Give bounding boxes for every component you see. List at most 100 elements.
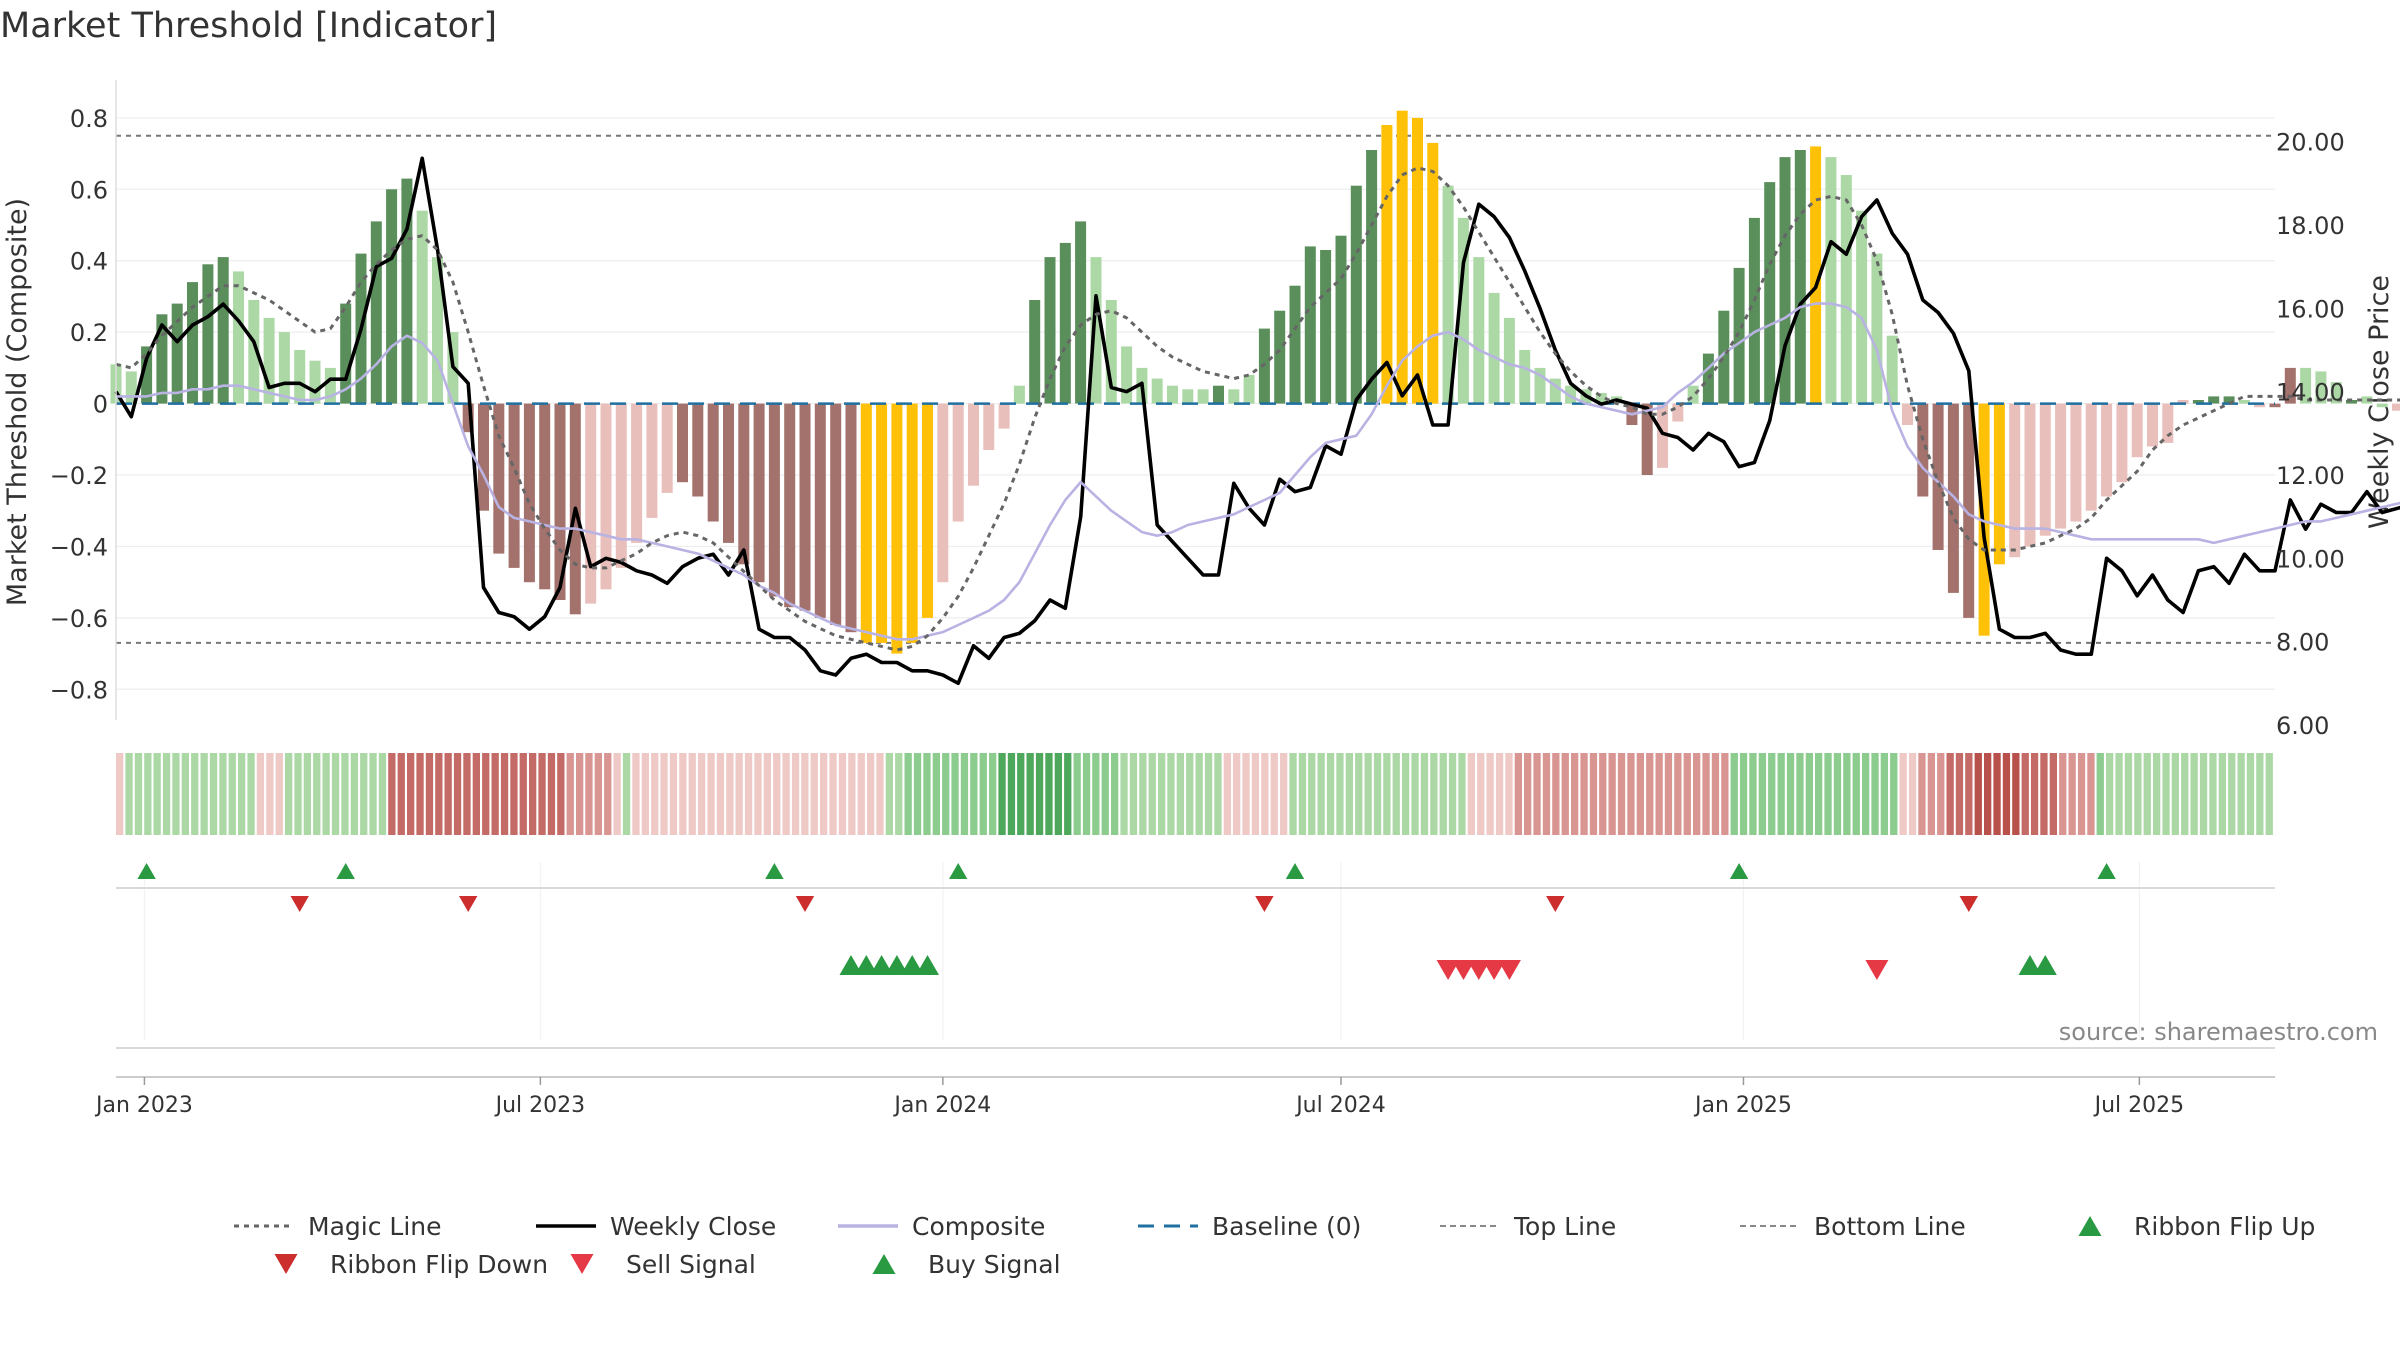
ribbon-segment (2069, 753, 2076, 835)
legend-item: Baseline (0) (1138, 1212, 1361, 1241)
ribbon-segment (1768, 753, 1775, 835)
ribbon-segment (435, 753, 442, 835)
ribbon-segment (2097, 753, 2104, 835)
composite-bar (585, 404, 596, 604)
ribbon-segment (1909, 753, 1916, 835)
composite-bar (2070, 404, 2081, 522)
ribbon-segment (360, 753, 367, 835)
ribbon-segment (1242, 753, 1249, 835)
ribbon-segment (1139, 753, 1146, 835)
ribbon-segment (1196, 753, 1203, 835)
ribbon-segment (2228, 753, 2235, 835)
ribbon-segment (567, 753, 574, 835)
legend-item: Ribbon Flip Up (2079, 1212, 2316, 1241)
composite-bar (937, 404, 948, 583)
ribbon-segment (1618, 753, 1625, 835)
ribbon-segment (1571, 753, 1578, 835)
source-note: source: sharemaestro.com (2059, 1018, 2378, 1046)
ribbon-segment (745, 753, 752, 835)
ribbon-segment (1205, 753, 1212, 835)
y-tick-label-right: 16.00 (2276, 295, 2345, 323)
ribbon-segment (820, 753, 827, 835)
composite-bar (754, 404, 765, 583)
composite-bar (2040, 404, 2051, 536)
ribbon-segment (219, 753, 226, 835)
y-tick-label-left: 0.2 (70, 319, 108, 347)
ribbon-segment (2209, 753, 2216, 835)
ribbon-flip-down-marker (291, 896, 309, 912)
ribbon-segment (1365, 753, 1372, 835)
legend-item: Buy Signal (873, 1250, 1061, 1279)
ribbon-segment (1374, 753, 1381, 835)
ribbon-segment (473, 753, 480, 835)
composite-bar (968, 404, 979, 486)
ribbon-segment (1515, 753, 1522, 835)
ribbon-segment (163, 753, 170, 835)
ribbon-segment (989, 753, 996, 835)
ribbon-segment (1543, 753, 1550, 835)
ribbon-flip-down-marker (1255, 896, 1273, 912)
composite-bar (1519, 350, 1530, 404)
ribbon-flip-down-marker (1546, 896, 1564, 912)
ribbon-segment (1064, 753, 1071, 835)
ribbon-segment (351, 753, 358, 835)
ribbon-segment (679, 753, 686, 835)
ribbon-segment (1271, 753, 1278, 835)
legend-label: Ribbon Flip Down (330, 1250, 548, 1279)
ribbon-segment (905, 753, 912, 835)
ribbon-segment (1430, 753, 1437, 835)
composite-bar (1427, 143, 1438, 404)
buy-signal-marker (916, 955, 939, 975)
ribbon-segment (1665, 753, 1672, 835)
legend-marker (873, 1254, 896, 1274)
ribbon-segment (1477, 753, 1484, 835)
composite-bar (1336, 236, 1347, 404)
legend-item: Ribbon Flip Down (275, 1250, 549, 1279)
ribbon-segment (1458, 753, 1465, 835)
x-tick-label: Jan 2023 (94, 1093, 193, 1118)
ribbon-segment (1402, 753, 1409, 835)
ribbon-segment (1214, 753, 1221, 835)
legend-item: Magic Line (234, 1212, 442, 1241)
ribbon-segment (1252, 753, 1259, 835)
composite-bar (646, 404, 657, 518)
legend-label: Top Line (1513, 1212, 1616, 1241)
ribbon-segment (961, 753, 968, 835)
ribbon-segment (1965, 753, 1972, 835)
ribbon-segment (2115, 753, 2122, 835)
y-tick-label-left: 0.8 (70, 105, 108, 133)
composite-bar (830, 404, 841, 625)
ribbon-segment (1599, 753, 1606, 835)
ribbon-segment (1468, 753, 1475, 835)
ribbon-segment (1778, 753, 1785, 835)
composite-bar (218, 257, 229, 403)
ribbon-segment (482, 753, 489, 835)
ribbon-segment (2003, 753, 2010, 835)
ribbon-segment (2219, 753, 2226, 835)
ribbon-segment (623, 753, 630, 835)
composite-bar (1121, 346, 1132, 403)
ribbon-segment (1505, 753, 1512, 835)
ribbon-segment (689, 753, 696, 835)
composite-bar (1274, 311, 1285, 404)
composite-bar (1320, 250, 1331, 404)
ribbon-segment (1740, 753, 1747, 835)
composite-bar (1856, 211, 1867, 404)
chart-title: Market Threshold [Indicator] (0, 6, 497, 46)
ribbon-segment (801, 753, 808, 835)
ribbon-segment (895, 753, 902, 835)
composite-bar (662, 404, 673, 493)
ribbon-segment (2247, 753, 2254, 835)
ribbon-segment (238, 753, 245, 835)
ribbon-segment (1327, 753, 1334, 835)
composite-bar (738, 404, 749, 565)
ribbon-segment (1590, 753, 1597, 835)
composite-bar (815, 404, 826, 618)
composite-bar (677, 404, 688, 483)
ribbon-segment (1993, 753, 2000, 835)
y-tick-label-right: 8.00 (2276, 629, 2329, 657)
composite-bar (2392, 404, 2400, 411)
